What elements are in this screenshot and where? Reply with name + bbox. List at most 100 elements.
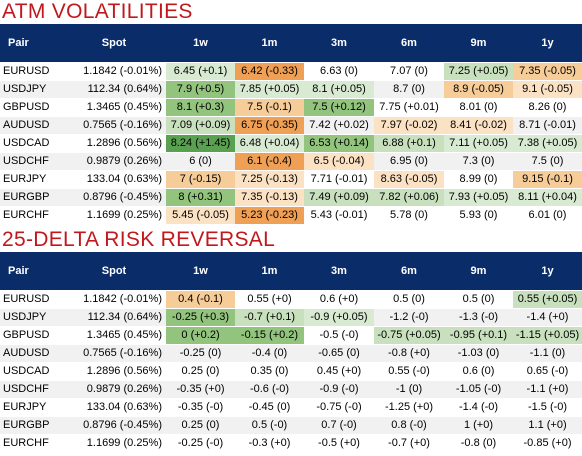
table-row: EURCHF 1.1699 (0.25%) 5.45 (-0.05) 5.23 (-0…	[0, 205, 582, 224]
value-cell-3m: 5.43 (-0.01)	[304, 205, 374, 224]
value-cell-1y: 7.5 (0)	[513, 151, 582, 170]
table-row: USDCHF 0.9879 (0.26%) -0.35 (+0) -0.6 (-0) -…	[0, 379, 582, 398]
value-cell-1y: -1.15 (+0.05)	[513, 325, 582, 344]
value-cell-6m: -1.25 (+0)	[374, 397, 444, 416]
value-cell-6m: 5.78 (0)	[374, 205, 444, 224]
pair-cell: AUDUSD	[0, 343, 62, 362]
value-cell-6m: 7.97 (-0.02)	[374, 115, 444, 134]
pair-cell: USDCAD	[0, 133, 62, 152]
table-row: EURCHF 1.1699 (0.25%) -0.25 (-0) -0.3 (+0) -…	[0, 433, 582, 452]
pair-cell: EURGBP	[0, 415, 62, 434]
pair-cell: USDCHF	[0, 379, 62, 398]
spot-cell: 0.8796 (-0.45%)	[62, 187, 166, 206]
value-cell-9m: 7.25 (+0.05)	[444, 61, 513, 80]
value-cell-9m: 7.11 (+0.05)	[444, 133, 513, 152]
table-row: EURJPY 133.04 (0.63%) 7 (-0.15) 7.25 (-0.13…	[0, 169, 582, 188]
value-cell-1w: -0.35 (+0)	[166, 379, 235, 398]
value-cell-3m: 7.42 (+0.02)	[304, 115, 374, 134]
value-cell-9m: 7.93 (+0.05)	[444, 187, 513, 206]
value-cell-1y: -1.4 (+0)	[513, 307, 582, 326]
table-row: GBPUSD 1.3465 (0.45%) 0 (+0.2) -0.15 (+0.2)…	[0, 325, 582, 344]
atm-header-1w: 1w	[166, 24, 235, 62]
value-cell-6m: -1.2 (-0)	[374, 307, 444, 326]
atm-body: EURUSD 1.1842 (-0.01%) 6.45 (+0.1) 6.42 (-0…	[0, 61, 582, 224]
value-cell-3m: 7.5 (+0.12)	[304, 97, 374, 116]
table-row: AUDUSD 0.7565 (-0.16%) -0.25 (0) -0.4 (0) -0…	[0, 343, 582, 362]
pair-cell: EURCHF	[0, 205, 62, 224]
atm-header-1y: 1y	[513, 24, 582, 62]
value-cell-1m: 5.23 (-0.23)	[235, 205, 304, 224]
atm-header-1m: 1m	[235, 24, 304, 62]
value-cell-6m: 0.5 (0)	[374, 289, 444, 308]
rr-header-9m: 9m	[444, 252, 513, 290]
atm-header-3m: 3m	[304, 24, 374, 62]
value-cell-1w: -0.25 (0)	[166, 343, 235, 362]
value-cell-3m: -0.9 (-0)	[304, 379, 374, 398]
value-cell-6m: 6.95 (0)	[374, 151, 444, 170]
value-cell-1w: 8.24 (+1.45)	[166, 133, 235, 152]
value-cell-3m: -0.5 (-0)	[304, 325, 374, 344]
table-row: AUDUSD 0.7565 (-0.16%) 7.09 (+0.09) 6.75 (-…	[0, 115, 582, 134]
value-cell-1y: 9.1 (-0.05)	[513, 79, 582, 98]
spot-cell: 1.3465 (0.45%)	[62, 97, 166, 116]
rr-header-1m: 1m	[235, 252, 304, 290]
value-cell-1w: -0.25 (-0)	[166, 433, 235, 452]
spot-cell: 0.8796 (-0.45%)	[62, 415, 166, 434]
value-cell-1y: -1.5 (-0)	[513, 397, 582, 416]
value-cell-1y: 0.65 (-0)	[513, 361, 582, 380]
pair-cell: USDJPY	[0, 307, 62, 326]
value-cell-9m: 0.5 (0)	[444, 289, 513, 308]
value-cell-1m: 0.35 (0)	[235, 361, 304, 380]
spot-cell: 0.7565 (-0.16%)	[62, 115, 166, 134]
value-cell-3m: 6.5 (-0.04)	[304, 151, 374, 170]
value-cell-6m: 8.7 (0)	[374, 79, 444, 98]
value-cell-9m: 8.41 (-0.02)	[444, 115, 513, 134]
pair-cell: GBPUSD	[0, 97, 62, 116]
pair-cell: EURUSD	[0, 61, 62, 80]
value-cell-1y: 1.1 (+0)	[513, 415, 582, 434]
value-cell-9m: -0.95 (+0.1)	[444, 325, 513, 344]
value-cell-1w: -0.25 (+0.3)	[166, 307, 235, 326]
spot-cell: 0.9879 (0.26%)	[62, 379, 166, 398]
table-row: USDCAD 1.2896 (0.56%) 8.24 (+1.45) 6.48 (+0…	[0, 133, 582, 152]
rr-header-6m: 6m	[374, 252, 444, 290]
spot-cell: 1.1699 (0.25%)	[62, 433, 166, 452]
value-cell-3m: 6.53 (+0.14)	[304, 133, 374, 152]
value-cell-1m: 6.48 (+0.04)	[235, 133, 304, 152]
value-cell-3m: -0.5 (+0)	[304, 433, 374, 452]
value-cell-9m: -0.8 (0)	[444, 433, 513, 452]
pair-cell: AUDUSD	[0, 115, 62, 134]
value-cell-9m: 0.6 (0)	[444, 361, 513, 380]
pair-cell: EURJPY	[0, 169, 62, 188]
value-cell-1y: 8.71 (-0.01)	[513, 115, 582, 134]
value-cell-1y: 0.55 (+0.05)	[513, 289, 582, 308]
atm-title: ATM VOLATILITIES	[2, 0, 193, 23]
value-cell-6m: -0.8 (+0)	[374, 343, 444, 362]
value-cell-3m: 8.1 (+0.05)	[304, 79, 374, 98]
value-cell-3m: 7.71 (-0.01)	[304, 169, 374, 188]
atm-header-9m: 9m	[444, 24, 513, 62]
table-row: EURJPY 133.04 (0.63%) -0.35 (-0) -0.45 (0) -…	[0, 397, 582, 416]
pair-cell: USDJPY	[0, 79, 62, 98]
value-cell-9m: 8.01 (0)	[444, 97, 513, 116]
value-cell-1w: 6.45 (+0.1)	[166, 61, 235, 80]
value-cell-1m: 7.85 (+0.05)	[235, 79, 304, 98]
table-row: EURUSD 1.1842 (-0.01%) 0.4 (-0.1) 0.55 (+0)…	[0, 289, 582, 308]
value-cell-1w: 0.25 (0)	[166, 415, 235, 434]
value-cell-1w: 7 (-0.15)	[166, 169, 235, 188]
value-cell-1m: 0.5 (-0)	[235, 415, 304, 434]
value-cell-9m: -1.05 (-0)	[444, 379, 513, 398]
spot-cell: 133.04 (0.63%)	[62, 169, 166, 188]
value-cell-1y: 8.26 (0)	[513, 97, 582, 116]
table-row: EURUSD 1.1842 (-0.01%) 6.45 (+0.1) 6.42 (-0…	[0, 61, 582, 80]
spot-cell: 112.34 (0.64%)	[62, 79, 166, 98]
atm-header-6m: 6m	[374, 24, 444, 62]
atm-header-pair: Pair	[0, 24, 62, 62]
table-row: USDJPY 112.34 (0.64%) 7.9 (+0.5) 7.85 (+0.0…	[0, 79, 582, 98]
value-cell-1y: 7.38 (+0.05)	[513, 133, 582, 152]
value-cell-1w: -0.35 (-0)	[166, 397, 235, 416]
value-cell-1m: -0.4 (0)	[235, 343, 304, 362]
value-cell-1m: -0.45 (0)	[235, 397, 304, 416]
value-cell-9m: -1.4 (-0)	[444, 397, 513, 416]
value-cell-1w: 8 (+0.31)	[166, 187, 235, 206]
